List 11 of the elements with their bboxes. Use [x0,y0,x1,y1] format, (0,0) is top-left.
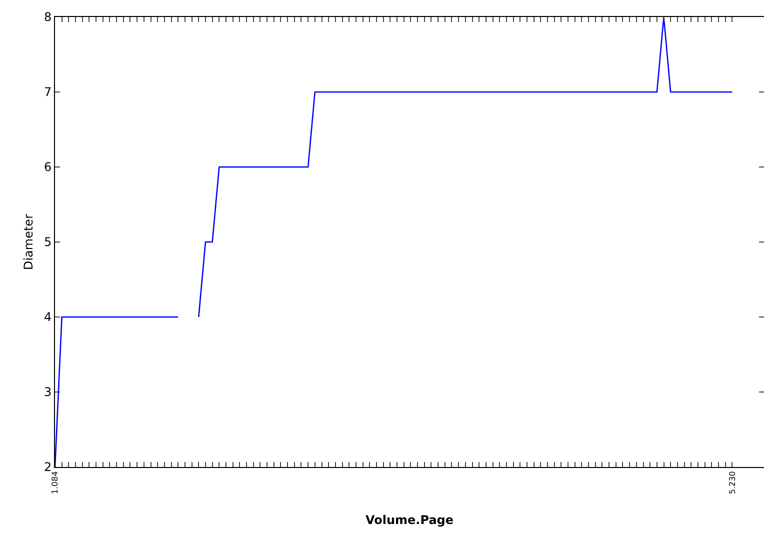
y-tick-label: 5 [44,235,52,250]
y-tick-label: 4 [44,310,52,324]
y-tick-label: 6 [44,160,52,174]
y-tick-label: 2 [44,460,52,474]
y-axis-title: Diameter [21,214,36,270]
x-axis-title: Volume.Page [365,513,454,528]
x-tick-label: 1.084 [50,471,60,494]
x-tick-label: 5.230 [728,471,737,494]
y-tick-label: 3 [44,385,52,400]
y-tick-label: 8 [44,10,52,24]
y-tick-label: 7 [44,85,52,100]
